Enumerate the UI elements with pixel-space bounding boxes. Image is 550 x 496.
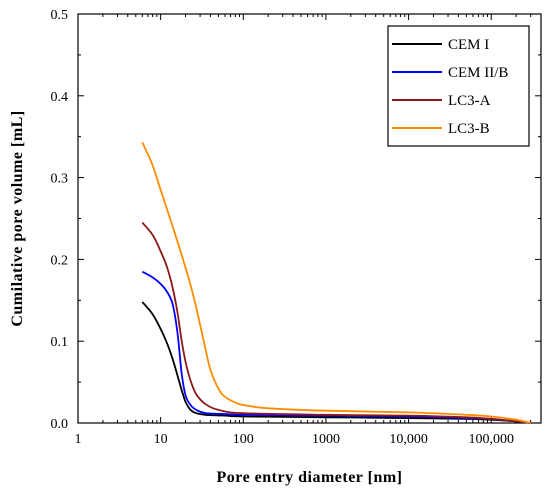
legend-box <box>387 25 530 147</box>
series-lines <box>141 142 531 424</box>
legend: CEM I CEM II/B LC3-A LC3-B <box>387 25 530 147</box>
y-axis-title: Cumilative pore volume [mL] <box>9 110 26 326</box>
x-axis-title: Pore entry diameter [nm] <box>216 469 402 486</box>
series-line-lc3-a <box>141 222 531 424</box>
axis-ticks <box>77 13 542 424</box>
x-tick-label: 1 <box>75 432 82 447</box>
legend-label-cem-i: CEM I <box>448 37 489 53</box>
x-tick-label: 1000 <box>312 432 340 447</box>
y-tick-label: 0.0 <box>51 417 69 432</box>
legend-label-cem-ii-b: CEM II/B <box>448 65 508 81</box>
y-tick-label: 0.4 <box>51 90 69 105</box>
tick-labels: 1 10 100 1000 10,000 100,000 0.0 0.1 0.2 0.3 0.4 0.… <box>51 8 514 447</box>
legend-label-lc3-b: LC3-B <box>448 121 490 137</box>
x-tick-label: 10,000 <box>389 432 428 447</box>
x-tick-label: 10 <box>154 432 168 447</box>
y-tick-label: 0.2 <box>51 253 69 268</box>
y-tick-label: 0.1 <box>51 335 69 350</box>
x-tick-label: 100 <box>233 432 254 447</box>
series-line-lc3-b <box>141 142 531 424</box>
x-tick-label: 100,000 <box>468 432 514 447</box>
y-tick-label: 0.3 <box>51 172 69 187</box>
y-tick-label: 0.5 <box>51 8 69 23</box>
series-line-cem-i <box>141 301 531 424</box>
legend-label-lc3-a: LC3-A <box>448 93 491 109</box>
